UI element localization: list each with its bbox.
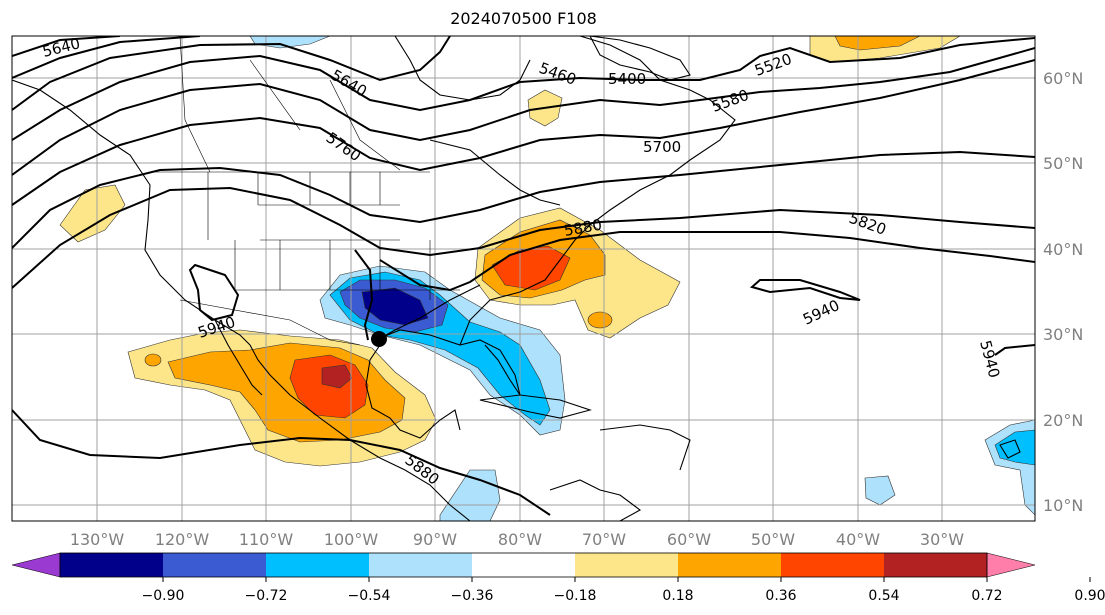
- colorbar-underflow: [11, 552, 61, 578]
- lat-label: 60°N: [1043, 69, 1083, 88]
- colorbar-tick-label: −0.90: [142, 588, 185, 604]
- cold-anomaly-atlantic-blue: [994, 429, 1035, 466]
- colorbar-bin: [575, 553, 679, 577]
- cold-anomaly-islands: [864, 475, 896, 506]
- colorbar-tick-label: 0.72: [971, 588, 1002, 604]
- lat-label: 40°N: [1043, 240, 1083, 259]
- lat-label: 20°N: [1043, 411, 1083, 430]
- colorbar-tick-label: 0.54: [868, 588, 899, 604]
- longitude-labels: 130°W 120°W 110°W 100°W 90°W 80°W 70°W 6…: [70, 530, 964, 549]
- colorbar-bin: [60, 553, 164, 577]
- colorbar-bin: [678, 553, 782, 577]
- lon-label: 110°W: [239, 530, 294, 549]
- colorbar-bin: [472, 553, 576, 577]
- colorbar-bin: [884, 553, 988, 577]
- colorbar-tick-label: −0.72: [245, 588, 288, 604]
- colorbar-tick-label: −0.36: [451, 588, 494, 604]
- colorbar: −0.90 −0.72 −0.54 −0.36 −0.18 0.18 0.36 0.54 0.7…: [11, 552, 1105, 604]
- map-frame: [11, 35, 1036, 522]
- contour-label: 5400: [608, 70, 646, 88]
- map-plot-area: 5640 5640 5460 5400 5520 5580 5760 5700 …: [12, 36, 1035, 521]
- warm-anomaly-atlantic-spot: [587, 311, 613, 329]
- colorbar-overflow: [986, 552, 1036, 578]
- lat-label: 50°N: [1043, 154, 1083, 173]
- chart-title: 2024070500 F108: [450, 9, 597, 28]
- colorbar-bin: [781, 553, 885, 577]
- coastlines: [12, 36, 1021, 521]
- colorbar-tick-label: −0.54: [348, 588, 391, 604]
- lon-label: 90°W: [413, 530, 457, 549]
- political-borders: [150, 36, 460, 346]
- colorbar-tick-label: 0.18: [662, 588, 693, 604]
- lon-label: 60°W: [667, 530, 711, 549]
- lon-label: 100°W: [324, 530, 379, 549]
- warm-anomaly-greenland-orange: [834, 36, 921, 51]
- lat-label: 30°N: [1043, 325, 1083, 344]
- anomaly-shading: [59, 36, 1035, 521]
- lat-label: 10°N: [1043, 496, 1083, 515]
- contour-label: 5700: [643, 138, 681, 156]
- lon-label: 30°W: [920, 530, 964, 549]
- colorbar-frame: [59, 552, 988, 578]
- colorbar-bin: [266, 553, 370, 577]
- colorbar-bin: [369, 553, 473, 577]
- lon-label: 40°W: [836, 530, 880, 549]
- lon-label: 130°W: [70, 530, 125, 549]
- height-contours: [12, 36, 1035, 516]
- warm-anomaly-pacific: [59, 184, 126, 243]
- warm-anomaly-mexico-red: [289, 354, 369, 419]
- lon-label: 120°W: [155, 530, 210, 549]
- colorbar-bins: [60, 553, 988, 577]
- warm-anomaly-small: [144, 353, 162, 367]
- colorbar-ticks: −0.90 −0.72 −0.54 −0.36 −0.18 0.18 0.36 0.54 0.7…: [142, 577, 1105, 604]
- lon-label: 80°W: [498, 530, 542, 549]
- colorbar-tick-label: −0.18: [554, 588, 597, 604]
- colorbar-tick-label: 0.36: [765, 588, 796, 604]
- colorbar-bin: [163, 553, 267, 577]
- warm-anomaly-mexico-core: [321, 364, 353, 389]
- colorbar-tick-label: 0.90: [1074, 588, 1105, 604]
- lon-label: 50°W: [751, 530, 795, 549]
- latitude-labels: 60°N 50°N 40°N 30°N 20°N 10°N: [1043, 69, 1083, 515]
- storm-track: [378, 284, 481, 340]
- lon-label: 70°W: [582, 530, 626, 549]
